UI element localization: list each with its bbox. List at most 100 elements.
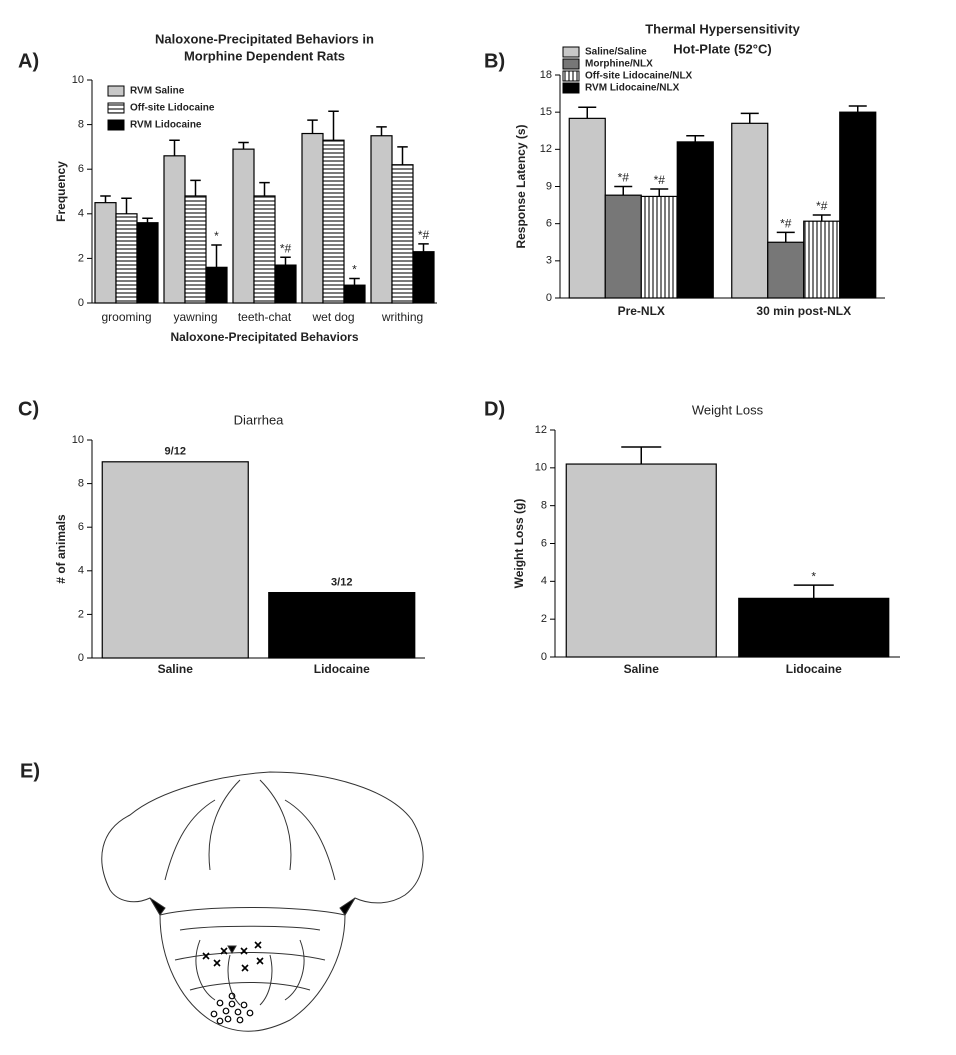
y-tick-label: 2 xyxy=(78,608,84,620)
y-tick-label: 0 xyxy=(541,651,547,663)
bar xyxy=(767,241,805,299)
bar xyxy=(253,195,276,304)
significance-marker: * xyxy=(214,229,219,243)
error-bar xyxy=(259,181,270,196)
x-tick-label: teeth-chat xyxy=(238,310,292,324)
y-tick-label: 6 xyxy=(78,521,84,533)
error-bar xyxy=(686,134,705,142)
bar xyxy=(738,597,890,658)
y-axis-label: Weight Loss (g) xyxy=(512,499,526,589)
x-axis-label: Naloxone-Precipitated Behaviors xyxy=(170,330,358,344)
chart-title: Weight Loss xyxy=(692,402,764,417)
legend-swatch xyxy=(562,70,580,82)
chart-title: Hot-Plate (52°C) xyxy=(673,41,771,56)
bar xyxy=(163,155,186,304)
bar xyxy=(412,251,435,304)
y-axis-label: Frequency xyxy=(54,161,68,222)
significance-marker: * xyxy=(352,263,357,277)
error-bar xyxy=(169,139,180,156)
significance-marker: *# xyxy=(816,199,828,213)
bar xyxy=(343,284,366,304)
bar xyxy=(839,111,877,299)
bar xyxy=(640,195,678,299)
y-tick-label: 12 xyxy=(540,143,552,155)
bar xyxy=(184,195,207,304)
legend-swatch xyxy=(107,119,125,131)
y-tick-label: 4 xyxy=(78,565,84,577)
error-bar xyxy=(650,188,669,197)
y-tick-label: 4 xyxy=(541,575,547,587)
x-tick-label: Pre-NLX xyxy=(618,304,665,318)
error-bar xyxy=(307,119,318,134)
value-label: 3/12 xyxy=(331,577,352,589)
panel-label: B) xyxy=(484,50,505,72)
error-bar xyxy=(776,231,795,243)
legend-swatch xyxy=(562,46,580,58)
legend-label: Saline/Saline xyxy=(585,47,647,58)
legend-label: Morphine/NLX xyxy=(585,59,653,70)
error-bar xyxy=(121,197,132,214)
y-tick-label: 8 xyxy=(78,119,84,131)
bar xyxy=(731,122,769,299)
bar xyxy=(370,135,393,304)
bar xyxy=(568,117,606,299)
legend-label: RVM Saline xyxy=(130,86,185,97)
legend-swatch xyxy=(107,102,125,114)
y-tick-label: 12 xyxy=(535,424,547,436)
bar xyxy=(136,222,159,304)
bar xyxy=(232,148,255,304)
chart-title: Thermal Hypersensitivity xyxy=(645,21,800,36)
panel-label: A) xyxy=(18,50,39,72)
y-tick-label: 10 xyxy=(72,74,84,86)
y-tick-label: 8 xyxy=(541,500,547,512)
y-tick-label: 2 xyxy=(541,613,547,625)
error-bar xyxy=(280,256,291,266)
legend-label: Off-site Lidocaine xyxy=(130,103,215,114)
y-tick-label: 6 xyxy=(78,163,84,175)
y-tick-label: 0 xyxy=(78,297,84,309)
x-tick-label: Lidocaine xyxy=(786,662,842,676)
bar xyxy=(115,213,138,304)
chart-title: Morphine Dependent Rats xyxy=(184,48,345,63)
error-bar xyxy=(418,243,429,252)
bar xyxy=(94,202,117,304)
bar xyxy=(803,220,841,299)
significance-marker: *# xyxy=(618,171,630,185)
y-tick-label: 0 xyxy=(546,292,552,304)
y-tick-label: 4 xyxy=(78,208,84,220)
error-bar xyxy=(812,214,831,222)
legend-label: RVM Lidocaine/NLX xyxy=(585,83,680,94)
x-tick-label: writhing xyxy=(381,310,423,324)
x-tick-label: Lidocaine xyxy=(314,662,370,676)
y-tick-label: 9 xyxy=(546,180,552,192)
panel-label: D) xyxy=(484,398,505,420)
panel-label: E) xyxy=(20,760,40,782)
y-tick-label: 6 xyxy=(541,537,547,549)
x-tick-label: Saline xyxy=(158,662,194,676)
error-bar xyxy=(349,277,360,286)
x-tick-label: 30 min post-NLX xyxy=(756,304,851,318)
legend-swatch xyxy=(562,58,580,70)
y-tick-label: 10 xyxy=(535,462,547,474)
bar xyxy=(604,194,642,299)
error-bar xyxy=(376,126,387,136)
bar xyxy=(101,461,249,659)
y-tick-label: 8 xyxy=(78,478,84,490)
y-tick-label: 2 xyxy=(78,252,84,264)
error-bar xyxy=(100,195,111,203)
significance-marker: *# xyxy=(654,173,666,187)
legend-swatch xyxy=(562,82,580,94)
brain-section-diagram xyxy=(101,771,424,1032)
panel-label: C) xyxy=(18,398,39,420)
error-bar xyxy=(238,141,249,150)
error-bar xyxy=(793,584,834,599)
x-tick-label: grooming xyxy=(101,310,151,324)
legend-label: RVM Lidocaine xyxy=(130,120,202,131)
x-tick-label: yawning xyxy=(173,310,217,324)
error-bar xyxy=(397,146,408,165)
significance-marker: * xyxy=(811,569,816,583)
bar xyxy=(676,141,714,299)
legend-label: Off-site Lidocaine/NLX xyxy=(585,71,693,82)
y-tick-label: 6 xyxy=(546,218,552,230)
